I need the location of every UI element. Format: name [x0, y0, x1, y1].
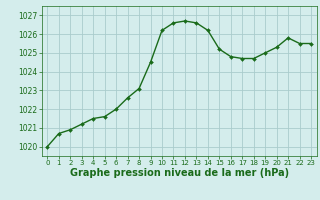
- X-axis label: Graphe pression niveau de la mer (hPa): Graphe pression niveau de la mer (hPa): [70, 168, 289, 178]
